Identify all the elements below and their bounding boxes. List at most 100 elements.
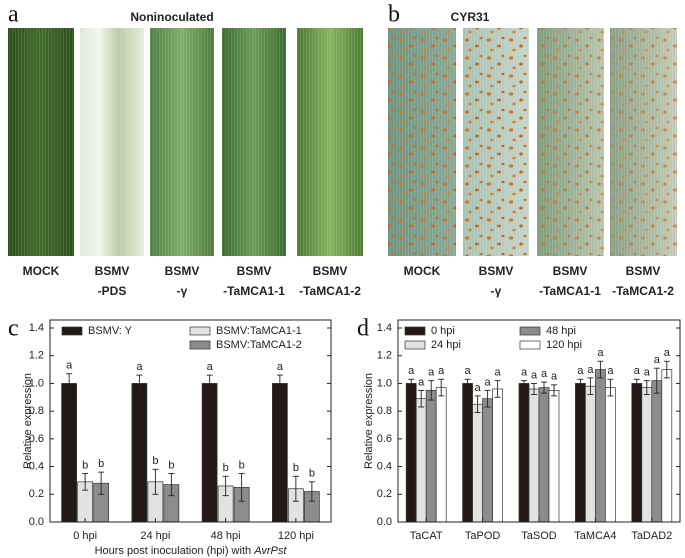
x-axis-label-text: Hours post inoculation (hpi) with	[95, 545, 252, 557]
y-tick-label: 0.6	[29, 433, 44, 445]
error-bar	[222, 475, 229, 497]
x-tick-label: TaCAT	[410, 530, 443, 542]
error-bar	[276, 374, 283, 393]
legend-label: 0 hpi	[431, 325, 455, 337]
significance-letter: a	[531, 369, 538, 381]
y-axis-label: Relative expression	[22, 373, 34, 469]
leaf-label: -TaMCA1-1	[539, 284, 601, 298]
bar	[492, 388, 503, 523]
error-bar	[551, 384, 557, 397]
leaf-label: -TaMCA1-1	[223, 284, 285, 298]
legend-label: 48 hpi	[546, 325, 576, 337]
bar	[641, 387, 653, 523]
x-tick-label: 48 hpi	[211, 530, 241, 542]
error-bar	[82, 473, 89, 491]
y-tick-label: 1.4	[377, 322, 392, 334]
bar	[425, 390, 437, 523]
y-tick-label: 1.2	[377, 350, 392, 362]
bar	[61, 383, 77, 523]
significance-letter: a	[521, 367, 528, 379]
bar	[415, 398, 427, 523]
bar	[518, 383, 530, 523]
significance-letter: a	[597, 347, 604, 359]
x-tick-label: TaDAD2	[631, 530, 672, 542]
error-bar	[152, 468, 159, 495]
x-axis-label-italic: AvrPst	[253, 545, 287, 557]
significance-letter: a	[465, 365, 472, 377]
panel-letter: d	[357, 316, 369, 342]
error-bar	[541, 381, 547, 394]
leaf-photos	[388, 28, 677, 256]
error-bar	[408, 378, 415, 389]
bar	[548, 390, 560, 523]
legend-swatch	[61, 326, 83, 336]
bar	[131, 383, 148, 523]
significance-letter: a	[551, 371, 558, 383]
legend-label: BSMV:TaMCA1-2	[216, 339, 302, 351]
bar	[528, 388, 540, 523]
error-bar	[653, 367, 660, 394]
significance-letter: a	[475, 382, 482, 394]
error-bar	[643, 380, 650, 395]
x-tick-label: TaMCA4	[574, 530, 616, 542]
legend-swatch	[189, 340, 211, 350]
significance-letter: a	[485, 376, 492, 388]
leaf-label: -TaMCA1-2	[612, 284, 674, 298]
leaf-photos	[8, 28, 363, 256]
legend-swatch	[404, 326, 426, 336]
leaf-label: BSMV	[165, 264, 200, 278]
leaf-label: MOCK	[404, 264, 441, 278]
leaf-label: BSMV	[553, 264, 588, 278]
y-tick-label: 0.8	[29, 405, 44, 417]
significance-letter: b	[223, 462, 229, 474]
error-bar	[308, 481, 315, 502]
x-tick-label: 24 hpi	[140, 530, 170, 542]
significance-letter: b	[152, 455, 158, 467]
significance-letter: a	[66, 360, 73, 372]
significance-letter: b	[293, 462, 299, 474]
panel-letter: b	[388, 2, 400, 28]
y-axis-label: Relative expression	[363, 373, 375, 469]
bar	[201, 383, 218, 523]
bar	[482, 398, 493, 523]
significance-letter: a	[438, 365, 445, 377]
bar	[605, 387, 616, 523]
bar	[575, 383, 586, 523]
significance-letter: b	[309, 468, 315, 480]
x-tick-label: 120 hpi	[278, 530, 314, 542]
significance-letter: a	[136, 361, 143, 373]
x-tick-label: TaSOD	[521, 530, 557, 542]
y-tick-label: 1.4	[29, 322, 44, 334]
bar	[472, 403, 483, 523]
error-bar	[607, 378, 614, 397]
charts: 0.00.20.40.60.81.01.21.4a a a ab bb bb b bb0 hp…	[8, 316, 681, 557]
bar	[631, 383, 643, 523]
bar	[585, 385, 596, 523]
plot-frame	[49, 319, 332, 523]
significance-letter: b	[98, 458, 104, 470]
error-bar	[428, 380, 435, 401]
y-tick-label: 0.2	[29, 488, 44, 500]
significance-letter: b	[239, 459, 245, 471]
legend-swatch	[404, 340, 426, 350]
leaf-label: -γ	[491, 284, 502, 298]
bar	[651, 380, 663, 523]
y-tick-label: 0.4	[377, 460, 392, 472]
y-tick-label: 0.6	[377, 433, 392, 445]
leaf-label: BSMV	[237, 264, 272, 278]
error-bar	[418, 389, 425, 408]
legend-swatch	[519, 326, 541, 336]
significance-letter: a	[634, 365, 641, 377]
error-bar	[136, 374, 143, 393]
y-tick-label: 1.0	[29, 377, 44, 389]
leaf-label: -TaMCA1-2	[299, 284, 361, 298]
leaf-label: MOCK	[23, 264, 60, 278]
bar	[661, 369, 673, 523]
panel-letter: c	[8, 316, 19, 342]
bar	[538, 387, 550, 523]
significance-letter: a	[587, 364, 594, 376]
significance-letter: a	[495, 367, 502, 379]
error-bar	[663, 360, 670, 379]
bar	[405, 383, 417, 523]
